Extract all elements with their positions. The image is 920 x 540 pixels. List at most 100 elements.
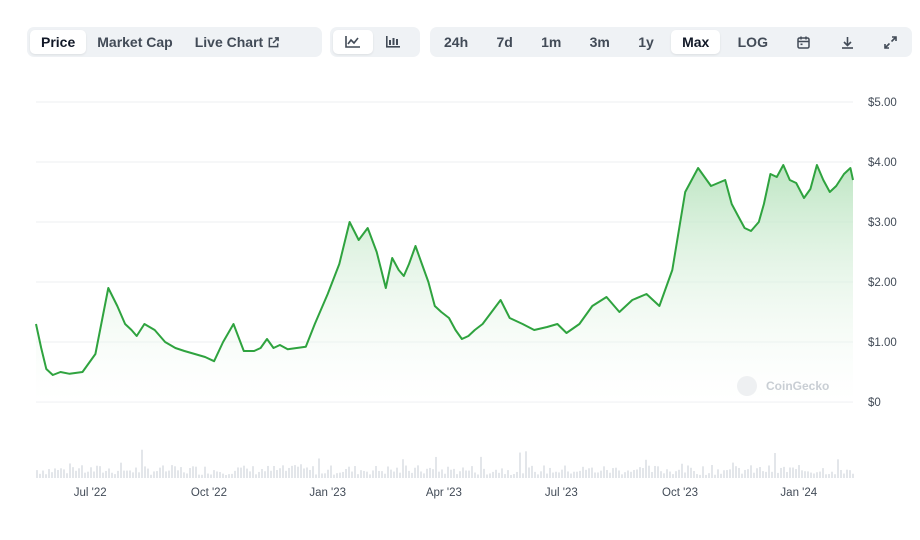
- volume-bar: [210, 474, 212, 478]
- volume-bar: [621, 474, 623, 478]
- volume-bar: [477, 474, 479, 478]
- watermark: CoinGecko: [737, 376, 829, 396]
- volume-bar: [231, 473, 233, 478]
- volume-bar: [810, 472, 812, 478]
- tab-price-label: Price: [41, 34, 76, 50]
- y-tick-label: $2.00: [868, 277, 897, 289]
- volume-bar: [738, 467, 740, 478]
- volume-bar: [357, 474, 359, 478]
- volume-bar: [534, 471, 536, 478]
- y-tick-label: $3.00: [868, 217, 897, 229]
- range-7d-button[interactable]: 7d: [485, 30, 523, 54]
- volume-bar: [540, 471, 542, 478]
- range-1y-button[interactable]: 1y: [627, 30, 665, 54]
- tab-market-cap[interactable]: Market Cap: [86, 30, 183, 54]
- volume-bar: [588, 468, 590, 478]
- volume-bar: [705, 474, 707, 478]
- volume-bar: [321, 473, 323, 478]
- volume-bar: [552, 472, 554, 478]
- volume-bar: [300, 464, 302, 478]
- log-scale-button[interactable]: LOG: [727, 30, 779, 54]
- volume-bar: [435, 456, 437, 478]
- y-tick-label: $4.00: [868, 157, 897, 169]
- volume-bar: [756, 468, 758, 478]
- range-max-button[interactable]: Max: [671, 30, 721, 54]
- volume-bar: [594, 472, 596, 478]
- range-3m-button[interactable]: 3m: [579, 30, 621, 54]
- volume-bar: [489, 473, 491, 478]
- tab-market-cap-label: Market Cap: [97, 34, 173, 50]
- volume-bar: [843, 473, 845, 478]
- volume-bar: [486, 474, 488, 478]
- volume-bar: [60, 468, 62, 478]
- volume-bar: [48, 469, 50, 478]
- range-1y-label: 1y: [638, 34, 654, 50]
- candlestick-chart-button[interactable]: [373, 30, 413, 54]
- range-1m-button[interactable]: 1m: [530, 30, 572, 54]
- volume-bar: [387, 466, 389, 478]
- volume-bar: [495, 469, 497, 478]
- log-scale-label: LOG: [737, 34, 768, 50]
- volume-bar: [144, 466, 146, 478]
- tab-live-chart[interactable]: Live Chart: [184, 30, 291, 54]
- volume-bar: [309, 469, 311, 478]
- chart-type-toggle-group: [330, 27, 420, 57]
- range-24h-button[interactable]: 24h: [433, 30, 479, 54]
- line-chart-button[interactable]: [333, 30, 373, 54]
- volume-bar: [195, 466, 197, 478]
- volume-bar: [192, 466, 194, 478]
- volume-bar: [171, 465, 173, 478]
- calendar-button[interactable]: [785, 30, 822, 54]
- external-link-icon: [267, 36, 280, 49]
- volume-bar: [711, 465, 713, 478]
- volume-bar: [639, 467, 641, 478]
- volume-bar: [600, 470, 602, 478]
- volume-bar: [813, 473, 815, 478]
- volume-bar: [402, 459, 404, 478]
- volume-bar: [405, 465, 407, 478]
- volume-bar: [612, 468, 614, 478]
- volume-bar: [519, 452, 521, 478]
- x-tick-label: Jul '23: [545, 487, 578, 499]
- volume-bar: [783, 466, 785, 478]
- volume-bar: [693, 471, 695, 478]
- volume-bar: [543, 465, 545, 478]
- volume-bar: [204, 466, 206, 478]
- volume-bar: [618, 470, 620, 478]
- volume-bar: [90, 467, 92, 478]
- volume-bar: [663, 473, 665, 478]
- volume-bar: [336, 473, 338, 478]
- tab-price[interactable]: Price: [30, 30, 87, 54]
- volume-bar: [249, 471, 251, 478]
- volume-bar: [102, 472, 104, 478]
- volume-bar: [657, 466, 659, 478]
- download-button[interactable]: [829, 30, 866, 54]
- volume-bar: [432, 469, 434, 478]
- volume-bar: [510, 474, 512, 478]
- volume-bar: [147, 468, 149, 478]
- price-series-line: [35, 164, 854, 376]
- volume-bar: [351, 471, 353, 478]
- y-tick-label: $1.00: [868, 337, 897, 349]
- x-tick-label: Jul '22: [74, 487, 107, 499]
- volume-bar: [105, 470, 107, 478]
- volume-bar: [96, 465, 98, 478]
- volume-bar: [474, 472, 476, 478]
- volume-bar: [39, 473, 41, 478]
- volume-bar: [225, 474, 227, 478]
- volume-bar: [597, 472, 599, 478]
- volume-bar: [753, 472, 755, 478]
- x-tick-label: Oct '23: [662, 487, 698, 499]
- volume-bar: [741, 473, 743, 478]
- volume-bar: [423, 473, 425, 478]
- volume-bar: [168, 470, 170, 478]
- volume-bar: [492, 471, 494, 478]
- volume-bar: [63, 469, 65, 478]
- volume-bar: [78, 468, 80, 478]
- volume-bar: [648, 465, 650, 478]
- expand-button[interactable]: [872, 30, 909, 54]
- volume-bar: [792, 467, 794, 478]
- volume-bar: [576, 471, 578, 478]
- volume-bar: [315, 474, 317, 478]
